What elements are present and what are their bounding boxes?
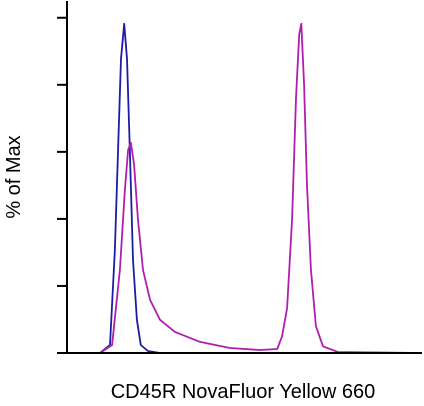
histogram-line [67, 22, 422, 354]
histogram-line [67, 22, 423, 354]
x-axis-label: CD45R NovaFluor Yellow 660 [111, 381, 376, 403]
y-axis-label: % of Max [3, 135, 25, 218]
